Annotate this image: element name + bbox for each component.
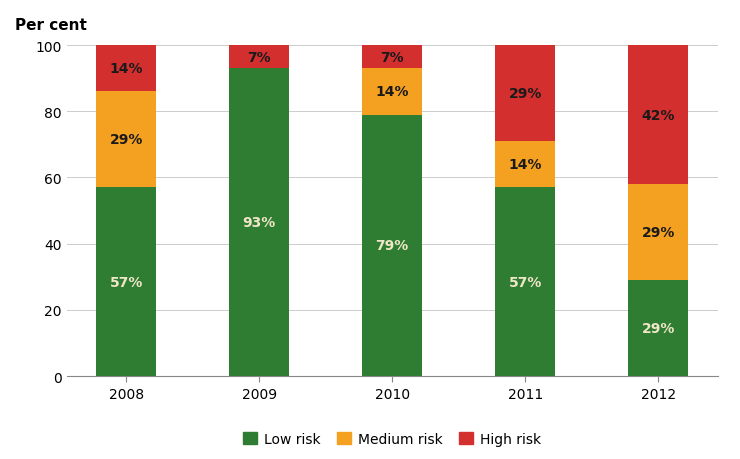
Text: 14%: 14% xyxy=(110,62,143,76)
Text: Per cent: Per cent xyxy=(15,18,87,33)
Legend: Low risk, Medium risk, High risk: Low risk, Medium risk, High risk xyxy=(238,426,547,451)
Text: 79%: 79% xyxy=(376,239,408,253)
Bar xyxy=(96,46,156,92)
Text: 14%: 14% xyxy=(508,158,542,172)
Text: 93%: 93% xyxy=(243,216,276,230)
Text: 57%: 57% xyxy=(110,275,143,289)
Bar xyxy=(229,46,289,69)
Bar xyxy=(363,115,422,376)
Bar xyxy=(495,142,555,188)
Text: 29%: 29% xyxy=(642,321,675,336)
Text: 14%: 14% xyxy=(375,85,409,99)
Bar xyxy=(363,46,422,69)
Bar xyxy=(495,188,555,376)
Bar xyxy=(96,92,156,188)
Text: 42%: 42% xyxy=(642,108,675,122)
Bar xyxy=(628,185,688,280)
Text: 29%: 29% xyxy=(508,87,542,101)
Bar xyxy=(96,188,156,376)
Bar xyxy=(628,46,688,185)
Bar xyxy=(628,280,688,376)
Text: 29%: 29% xyxy=(110,133,143,147)
Bar xyxy=(363,69,422,115)
Bar xyxy=(495,46,555,142)
Text: 7%: 7% xyxy=(380,50,404,64)
Text: 57%: 57% xyxy=(508,275,542,289)
Text: 29%: 29% xyxy=(642,226,675,240)
Bar xyxy=(229,69,289,376)
Text: 7%: 7% xyxy=(247,50,271,64)
